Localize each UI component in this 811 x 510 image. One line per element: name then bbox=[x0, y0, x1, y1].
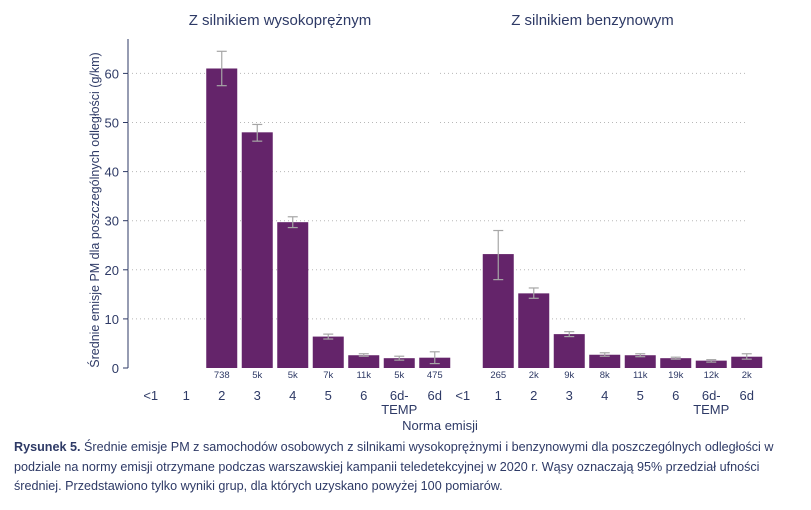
bar-1-8 bbox=[731, 356, 763, 368]
count-label-0-4: 5k bbox=[288, 370, 298, 381]
x-tick-label-0-5: 5 bbox=[325, 388, 332, 403]
bar-0-5 bbox=[312, 336, 344, 368]
x-axis-label: Norma emisji bbox=[402, 418, 478, 433]
x-tick-label-0-7-line2: TEMP bbox=[381, 402, 417, 417]
bar-1-3 bbox=[553, 334, 585, 368]
x-tick-label-0-6: 6 bbox=[360, 388, 367, 403]
count-label-0-2: 738 bbox=[214, 370, 230, 381]
count-label-0-7: 5k bbox=[394, 370, 404, 381]
x-tick-label-1-2: 2 bbox=[530, 388, 537, 403]
x-tick-label-0-2: 2 bbox=[218, 388, 225, 403]
bar-0-2 bbox=[206, 68, 238, 369]
panel-title-0: Z silnikiem wysokoprężnym bbox=[189, 12, 372, 29]
count-label-1-8: 2k bbox=[742, 370, 752, 381]
caption-label: Rysunek 5. bbox=[14, 440, 81, 454]
bar-1-4 bbox=[589, 354, 621, 368]
x-tick-label-0-3: 3 bbox=[254, 388, 261, 403]
count-label-1-2: 2k bbox=[529, 370, 539, 381]
bar-0-6 bbox=[348, 355, 380, 368]
x-tick-label-0-4: 4 bbox=[289, 388, 296, 403]
y-tick-label-60: 60 bbox=[105, 66, 119, 81]
bar-0-7 bbox=[383, 358, 415, 368]
x-tick-label-1-5: 5 bbox=[637, 388, 644, 403]
bar-1-6 bbox=[660, 358, 692, 368]
x-tick-label-0-7-line1: 6d- bbox=[390, 388, 409, 403]
bar-0-4 bbox=[277, 222, 309, 368]
bar-1-5 bbox=[624, 355, 656, 368]
count-label-1-3: 9k bbox=[564, 370, 574, 381]
figure-caption: Rysunek 5. Średnie emisje PM z samochodó… bbox=[14, 438, 799, 497]
panel-title-1: Z silnikiem benzynowym bbox=[511, 12, 674, 29]
count-label-1-5: 11k bbox=[633, 370, 648, 381]
x-tick-label-1-1: 1 bbox=[495, 388, 502, 403]
x-tick-label-1-3: 3 bbox=[566, 388, 573, 403]
count-label-0-8: 475 bbox=[427, 370, 443, 381]
bar-1-2 bbox=[518, 293, 550, 368]
y-axis-label: Średnie emisje PM dla poszczególnych odl… bbox=[87, 52, 102, 367]
x-tick-label-0-1: 1 bbox=[183, 388, 190, 403]
x-tick-label-1-4: 4 bbox=[601, 388, 608, 403]
x-tick-label-1-7-line1: 6d- bbox=[702, 388, 721, 403]
x-tick-label-1-6: 6 bbox=[672, 388, 679, 403]
y-tick-label-30: 30 bbox=[105, 214, 119, 229]
count-label-1-4: 8k bbox=[600, 370, 610, 381]
count-label-0-3: 5k bbox=[252, 370, 262, 381]
count-label-1-7: 12k bbox=[704, 370, 720, 381]
bar-0-3 bbox=[241, 132, 273, 368]
x-tick-label-1-8: 6d bbox=[740, 388, 754, 403]
bar-1-7 bbox=[695, 360, 727, 368]
count-label-0-6: 11k bbox=[356, 370, 371, 381]
x-tick-label-0-0: <1 bbox=[143, 388, 158, 403]
y-tick-label-40: 40 bbox=[105, 165, 119, 180]
count-label-1-1: 265 bbox=[490, 370, 506, 381]
x-tick-label-0-8: 6d bbox=[428, 388, 442, 403]
count-label-1-6: 19k bbox=[668, 370, 684, 381]
caption-text: Średnie emisje PM z samochodów osobowych… bbox=[14, 440, 774, 493]
y-tick-label-10: 10 bbox=[105, 312, 119, 327]
y-tick-label-50: 50 bbox=[105, 116, 119, 131]
x-tick-label-1-0: <1 bbox=[455, 388, 470, 403]
y-tick-label-20: 20 bbox=[105, 263, 119, 278]
count-label-0-5: 7k bbox=[323, 370, 333, 381]
x-tick-label-1-7-line2: TEMP bbox=[693, 402, 729, 417]
y-tick-label-0: 0 bbox=[112, 361, 119, 376]
